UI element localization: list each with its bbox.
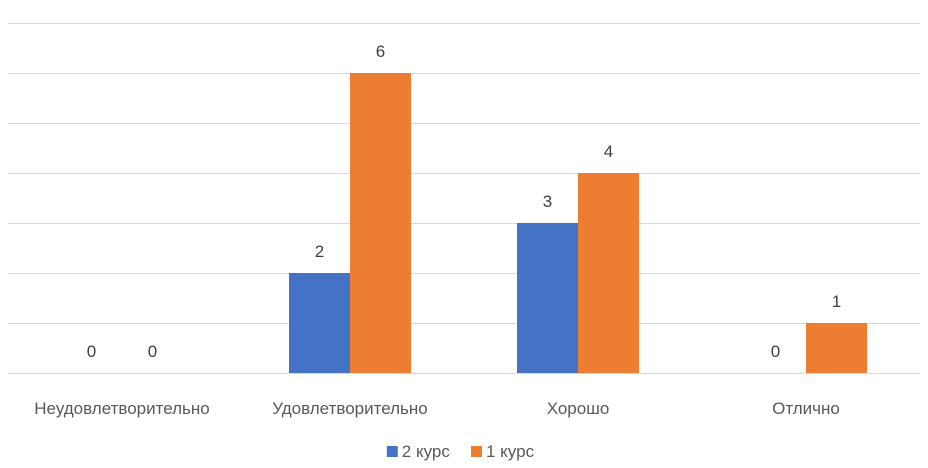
- data-label: 4: [604, 142, 613, 161]
- bar-2-курс-1: [289, 273, 350, 373]
- bar-1-курс-2: [578, 173, 639, 373]
- legend-swatch: [386, 446, 398, 457]
- category-label: Хорошо: [547, 399, 610, 418]
- data-label: 1: [832, 292, 841, 311]
- data-label: 6: [376, 42, 385, 61]
- gridlines: [8, 23, 920, 374]
- legend: 2 курс 1 курс: [386, 442, 535, 461]
- category-label: Отлично: [772, 399, 840, 418]
- category-label: Удовлетворительно: [272, 399, 427, 418]
- bar-2-курс-2: [517, 223, 578, 373]
- legend-swatch: [471, 446, 482, 457]
- bar-1-курс-3: [806, 323, 867, 373]
- category-labels-group: Неудовлетворительно Удовлетворительно Хоро…: [34, 399, 840, 418]
- bars-group: [289, 73, 867, 373]
- legend-label: 2 курс: [402, 442, 451, 461]
- legend-label: 1 курс: [486, 442, 535, 461]
- data-label: 0: [771, 342, 780, 361]
- data-labels-group: 0 0 2 6 3 4 0 1: [87, 42, 841, 361]
- data-label: 0: [87, 342, 96, 361]
- data-label: 2: [315, 242, 324, 261]
- data-label: 0: [148, 342, 157, 361]
- data-label: 3: [543, 192, 552, 211]
- category-label: Неудовлетворительно: [34, 399, 209, 418]
- bar-1-курс-1: [350, 73, 411, 373]
